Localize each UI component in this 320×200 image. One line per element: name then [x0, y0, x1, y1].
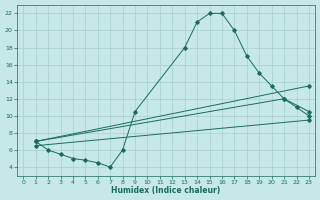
X-axis label: Humidex (Indice chaleur): Humidex (Indice chaleur): [111, 186, 221, 195]
